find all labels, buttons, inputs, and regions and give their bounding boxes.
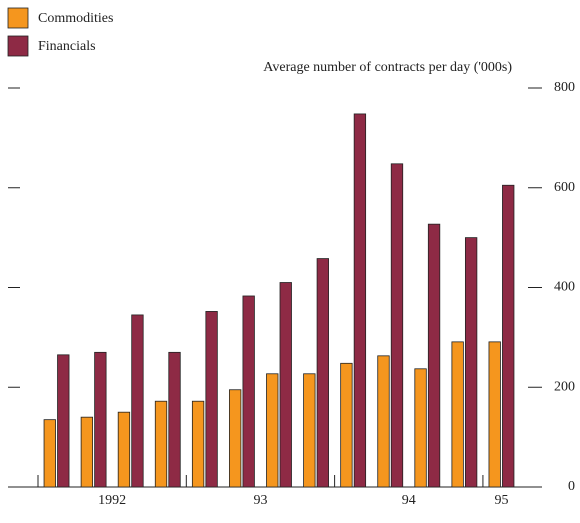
bar	[80, 416, 94, 488]
y-tick-label: 400	[554, 280, 575, 295]
y-tick-label: 200	[554, 379, 575, 394]
bar	[266, 373, 279, 488]
bar	[502, 184, 515, 488]
legend-label: Commodities	[38, 11, 113, 26]
bar	[191, 400, 205, 488]
x-tick-label: 94	[402, 493, 416, 508]
bar	[316, 258, 329, 488]
bar	[414, 368, 427, 488]
bar	[340, 362, 353, 488]
bar	[377, 355, 390, 488]
axis-title: Average number of contracts per day ('00…	[263, 60, 512, 75]
bar	[168, 351, 181, 488]
y-tick-label: 800	[554, 80, 575, 95]
bar	[205, 311, 218, 488]
bar	[353, 113, 367, 488]
x-tick-label: 95	[494, 493, 508, 508]
y-tick-label: 0	[568, 479, 575, 494]
bar	[154, 400, 168, 488]
bar	[303, 373, 316, 488]
bar	[242, 295, 255, 488]
bar	[43, 419, 56, 488]
x-tick-label: 93	[253, 493, 267, 508]
y-tick-label: 600	[554, 180, 575, 195]
bar	[451, 341, 464, 488]
bar	[488, 341, 501, 488]
bar	[57, 354, 70, 488]
bar	[427, 223, 441, 488]
bar	[464, 237, 478, 488]
bar	[94, 351, 107, 488]
legend-swatch	[7, 7, 29, 29]
bar	[117, 411, 131, 488]
bar	[229, 389, 242, 488]
bar	[131, 314, 144, 488]
legend-label: Financials	[38, 39, 96, 54]
legend-swatch	[7, 35, 29, 57]
bar	[390, 163, 404, 488]
x-tick-label: 1992	[98, 493, 126, 508]
bar	[279, 282, 292, 488]
